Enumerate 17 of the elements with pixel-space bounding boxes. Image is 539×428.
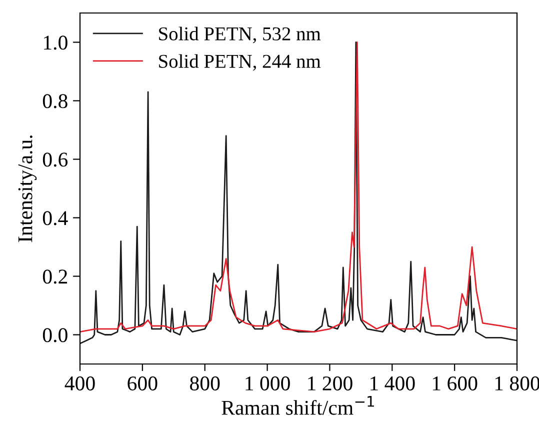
legend-label: Solid PETN, 244 nm bbox=[159, 54, 321, 71]
y-tick-label: 0.6 bbox=[42, 152, 68, 167]
x-tick-label: 400 bbox=[64, 376, 95, 390]
x-tick-label: 1 600 bbox=[432, 376, 478, 390]
x-tick-label: 1 200 bbox=[308, 376, 352, 390]
legend-label: Solid PETN, 532 nm bbox=[159, 26, 321, 44]
y-tick-label: 0.0 bbox=[42, 328, 68, 342]
y-axis-title: Intensity/a.u. bbox=[18, 135, 37, 242]
y-tick-label: 0.8 bbox=[42, 94, 68, 108]
x-tick-label: 1 000 bbox=[246, 376, 290, 390]
x-axis-title: Raman shift/cm$^{−1}$ bbox=[222, 396, 374, 415]
x-tick-label: 1 400 bbox=[370, 376, 415, 390]
x-tick-label: 800 bbox=[190, 376, 220, 390]
y-tick-label: 0.2 bbox=[42, 270, 68, 284]
x-tick-label: 600 bbox=[128, 376, 158, 390]
y-tick-label: 0.4 bbox=[42, 211, 68, 226]
y-tick-label: 1.0 bbox=[44, 36, 68, 50]
